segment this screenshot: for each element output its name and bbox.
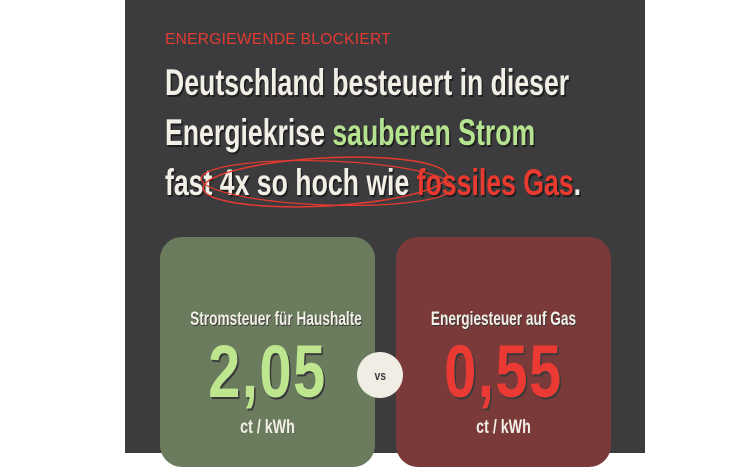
gas-tax-card: Energiesteuer auf Gas 0,55 ct / kWh (396, 237, 611, 467)
headline-text: fast 4x so hoch wie (165, 162, 417, 203)
card-unit: ct / kWh (476, 417, 531, 438)
headline: Deutschland besteuert in dieser Energiek… (165, 58, 669, 208)
headline-line-3: fast 4x so hoch wie fossiles Gas. (165, 158, 669, 208)
vs-label: vs (374, 367, 386, 383)
card-label: Energiesteuer auf Gas (430, 309, 577, 330)
highlight-fossil-gas: fossiles Gas (416, 162, 574, 203)
electricity-tax-card: Stromsteuer für Haushalte 2,05 ct / kWh (160, 237, 375, 467)
headline-line-2: Energiekrise sauberen Strom (165, 108, 669, 158)
headline-line-1: Deutschland besteuert in dieser (165, 62, 570, 103)
headline-period: . (573, 162, 582, 203)
card-value: 0,55 (444, 330, 563, 413)
vs-badge: vs (357, 352, 403, 398)
card-value: 2,05 (208, 330, 327, 413)
highlight-clean-power: sauberen Strom (332, 112, 536, 153)
card-unit: ct / kWh (240, 417, 295, 438)
kicker-label: ENERGIEWENDE BLOCKIERT (165, 31, 391, 48)
infographic-panel: ENERGIEWENDE BLOCKIERT Deutschland beste… (125, 0, 645, 467)
card-label: Stromsteuer für Haushalte (190, 309, 362, 330)
headline-text: Energiekrise (165, 112, 333, 153)
